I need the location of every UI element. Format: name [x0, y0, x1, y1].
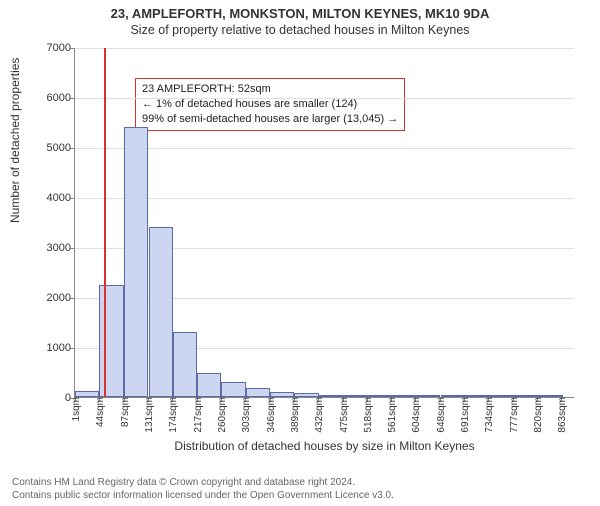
histogram-bar: [173, 332, 197, 397]
xtick-label: 432sqm: [314, 397, 325, 433]
histogram-bar: [124, 127, 148, 397]
annotation-box: 23 AMPLEFORTH: 52sqm ← 1% of detached ho…: [135, 78, 405, 131]
xtick-label: 820sqm: [533, 397, 544, 433]
ytick-label: 7000: [47, 42, 71, 54]
ytick-label: 2000: [47, 292, 71, 304]
xtick-label: 863sqm: [557, 397, 568, 433]
annotation-line3: 99% of semi-detached houses are larger (…: [142, 112, 398, 127]
xtick-label: 734sqm: [484, 397, 495, 433]
xtick-label: 303sqm: [241, 397, 252, 433]
ytick-label: 6000: [47, 92, 71, 104]
footer-line1: Contains HM Land Registry data © Crown c…: [12, 476, 394, 489]
ytick-label: 4000: [47, 192, 71, 204]
xtick-label: 777sqm: [509, 397, 520, 433]
histogram-bar: [246, 388, 270, 397]
gridline: [75, 148, 574, 149]
ytick-label: 5000: [47, 142, 71, 154]
xtick-label: 389sqm: [290, 397, 301, 433]
xtick-label: 131sqm: [144, 397, 155, 433]
footer-attribution: Contains HM Land Registry data © Crown c…: [12, 476, 394, 502]
chart-container: Number of detached properties 23 AMPLEFO…: [20, 48, 580, 448]
page-subtitle: Size of property relative to detached ho…: [0, 23, 600, 37]
gridline: [75, 198, 574, 199]
annotation-line2: ← 1% of detached houses are smaller (124…: [142, 97, 398, 112]
y-axis-label: Number of detached properties: [8, 58, 22, 223]
marker-line: [104, 48, 106, 397]
xtick-label: 87sqm: [120, 397, 131, 427]
footer-line2: Contains public sector information licen…: [12, 489, 394, 502]
page-title: 23, AMPLEFORTH, MONKSTON, MILTON KEYNES,…: [0, 6, 600, 21]
ytick-label: 3000: [47, 242, 71, 254]
gridline: [75, 98, 574, 99]
xtick-label: 174sqm: [168, 397, 179, 433]
xtick-label: 1sqm: [71, 397, 82, 421]
xtick-label: 691sqm: [460, 397, 471, 433]
xtick-label: 260sqm: [217, 397, 228, 433]
xtick-label: 475sqm: [339, 397, 350, 433]
histogram-bar: [149, 227, 173, 397]
ytick-label: 1000: [47, 342, 71, 354]
xtick-label: 518sqm: [363, 397, 374, 433]
histogram-bar: [197, 373, 221, 397]
xtick-label: 561sqm: [387, 397, 398, 433]
annotation-line1: 23 AMPLEFORTH: 52sqm: [142, 82, 398, 97]
plot-area: 23 AMPLEFORTH: 52sqm ← 1% of detached ho…: [74, 48, 574, 398]
xtick-label: 346sqm: [266, 397, 277, 433]
xtick-label: 44sqm: [95, 397, 106, 427]
xtick-label: 648sqm: [436, 397, 447, 433]
xtick-label: 604sqm: [411, 397, 422, 433]
x-axis-label: Distribution of detached houses by size …: [75, 439, 574, 453]
xtick-label: 217sqm: [193, 397, 204, 433]
gridline: [75, 48, 574, 49]
histogram-bar: [221, 382, 245, 397]
